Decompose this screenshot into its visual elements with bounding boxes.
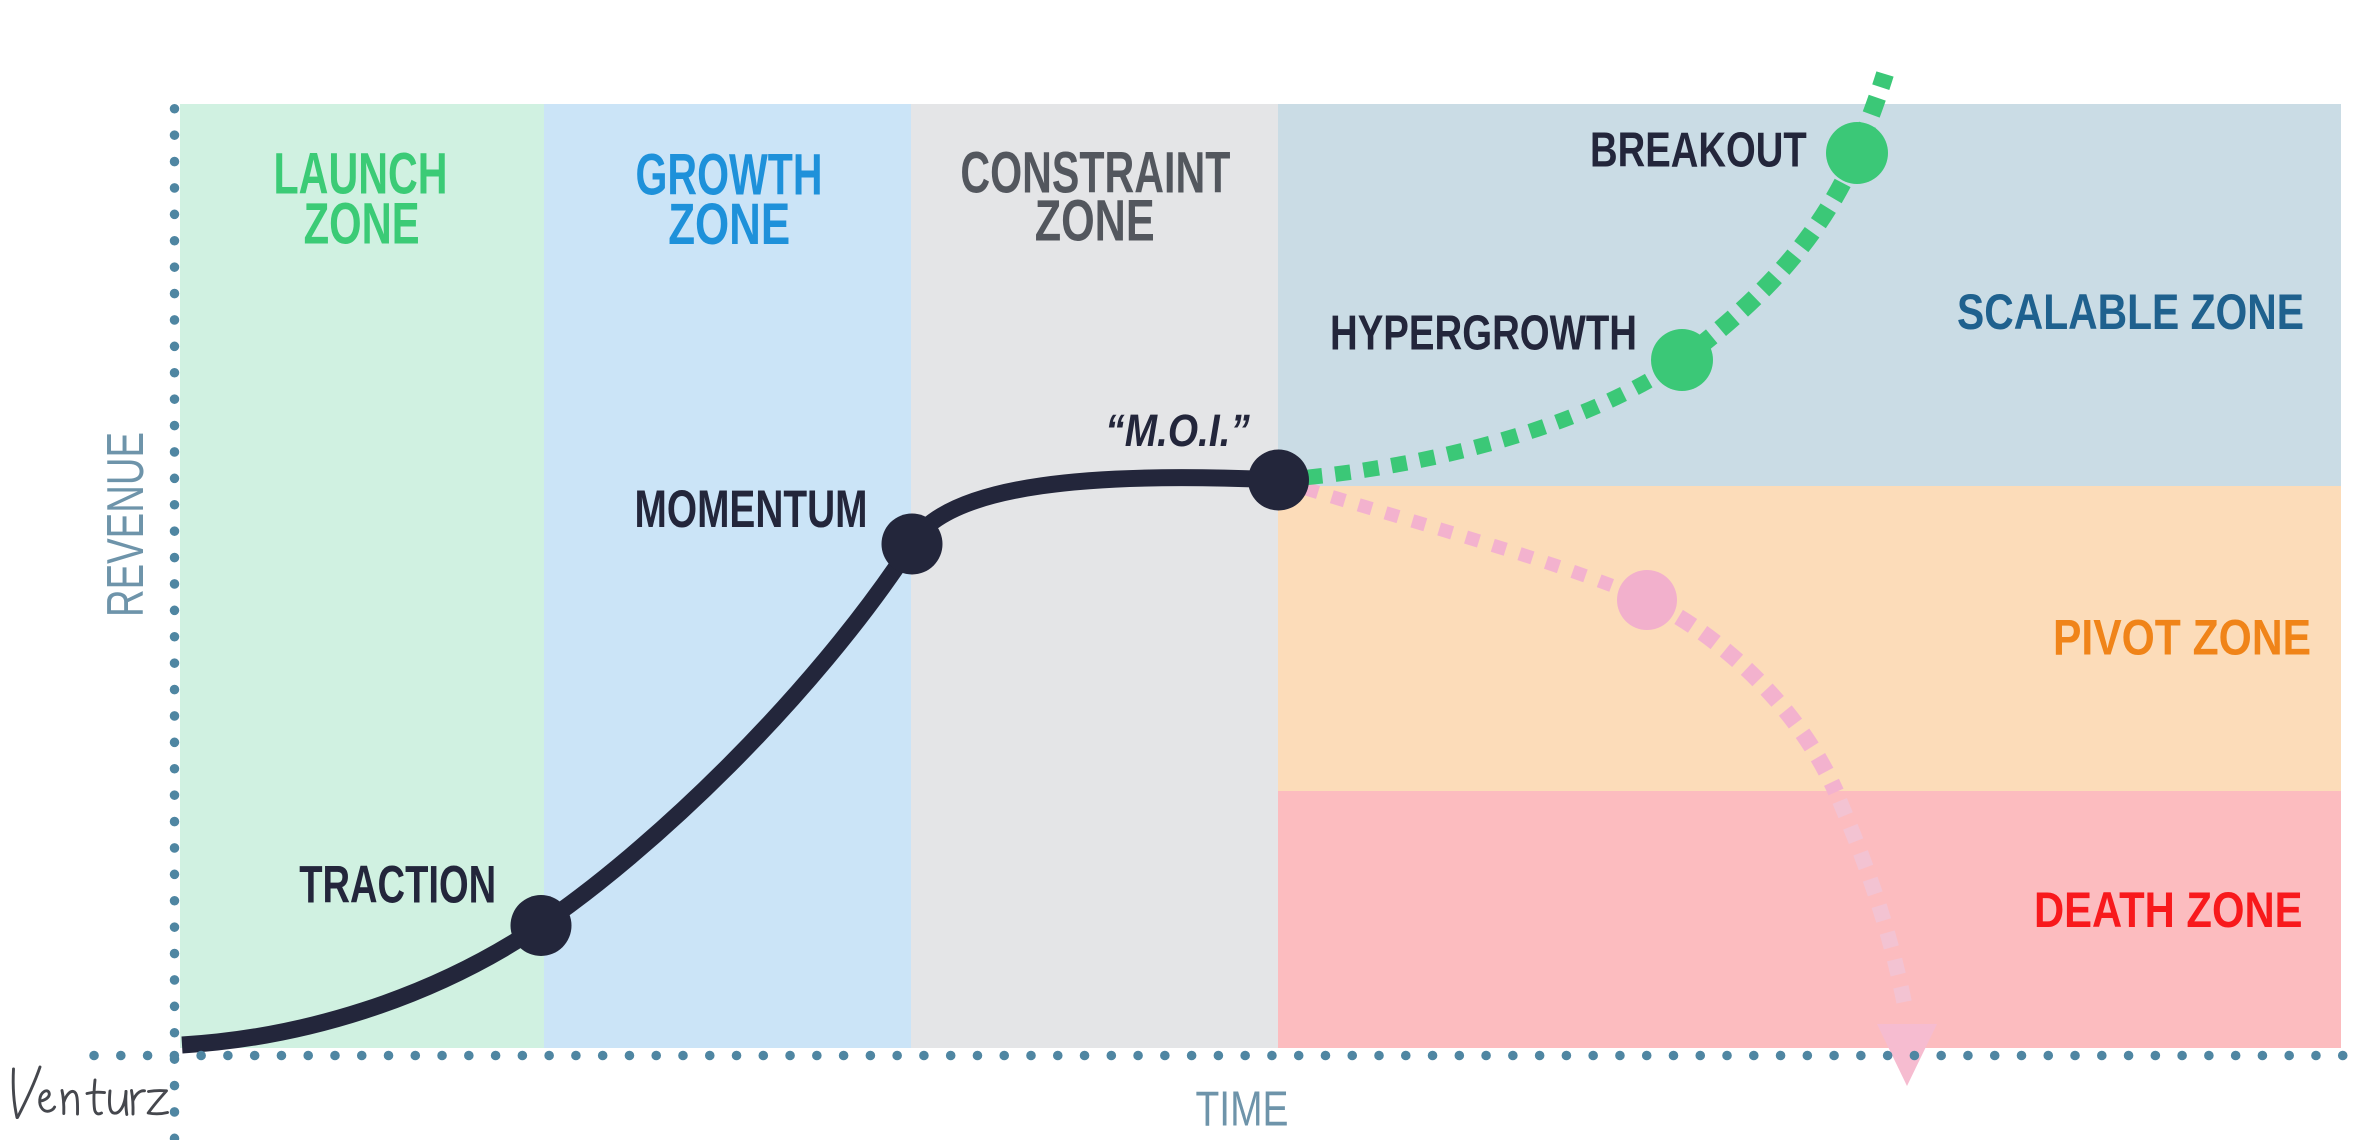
svg-text:ZONE: ZONE	[304, 192, 420, 257]
svg-text:TRACTION: TRACTION	[299, 855, 496, 914]
svg-text:PIVOT ZONE: PIVOT ZONE	[2053, 609, 2311, 665]
svg-text:LAUNCH: LAUNCH	[274, 142, 448, 207]
svg-text:“M.O.I.”: “M.O.I.”	[1105, 405, 1250, 456]
svg-text:HYPERGROWTH: HYPERGROWTH	[1330, 307, 1637, 361]
svg-text:REVENUE: REVENUE	[97, 432, 155, 617]
svg-text:SCALABLE ZONE: SCALABLE ZONE	[1957, 284, 2304, 340]
svg-text:ZONE: ZONE	[1035, 189, 1155, 254]
svg-text:CONSTRAINT: CONSTRAINT	[960, 141, 1230, 206]
svg-text:DEATH ZONE: DEATH ZONE	[2034, 882, 2303, 938]
svg-text:BREAKOUT: BREAKOUT	[1590, 124, 1807, 178]
svg-text:ZONE: ZONE	[668, 192, 790, 257]
svg-text:GROWTH: GROWTH	[636, 143, 823, 208]
svg-text:TIME: TIME	[1196, 1083, 1289, 1137]
svg-text:MOMENTUM: MOMENTUM	[635, 480, 868, 539]
